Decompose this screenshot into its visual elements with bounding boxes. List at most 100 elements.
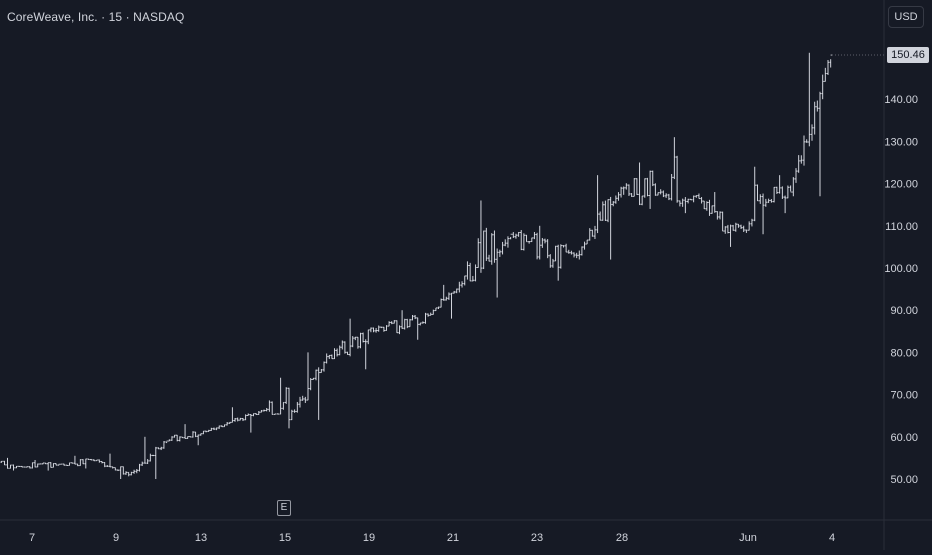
ohlc-bar bbox=[716, 211, 718, 219]
ohlc-bar bbox=[18, 466, 20, 467]
ohlc-bar bbox=[344, 341, 346, 353]
ohlc-bar bbox=[596, 175, 598, 233]
ohlc-bar bbox=[474, 264, 476, 281]
ohlc-bar bbox=[406, 319, 408, 328]
y-tick-label: 50.00 bbox=[890, 474, 918, 486]
ohlc-bar bbox=[66, 465, 68, 466]
ohlc-bar bbox=[95, 460, 97, 461]
ohlc-bar bbox=[349, 319, 351, 357]
ohlc-bar bbox=[546, 239, 548, 258]
ohlc-bar bbox=[271, 401, 273, 414]
ohlc-bar bbox=[152, 455, 154, 456]
ohlc-bar bbox=[795, 168, 797, 183]
ohlc-bar bbox=[223, 424, 225, 426]
ohlc-bar bbox=[649, 171, 651, 209]
ohlc-bar bbox=[417, 318, 419, 340]
ohlc-bar bbox=[393, 320, 395, 323]
ohlc-bar bbox=[93, 459, 95, 461]
ohlc-bar bbox=[719, 211, 721, 219]
ohlc-bar bbox=[301, 396, 303, 401]
ohlc-bar bbox=[388, 321, 390, 326]
ohlc-bar bbox=[333, 348, 335, 359]
ohlc-bar bbox=[557, 245, 559, 281]
currency-button[interactable]: USD bbox=[888, 6, 924, 28]
price-axis[interactable]: 50.0060.0070.0080.0090.00100.00110.00120… bbox=[884, 94, 918, 486]
x-tick-label: 28 bbox=[616, 532, 628, 544]
y-tick-label: 60.00 bbox=[890, 432, 918, 444]
ohlc-bar bbox=[0, 461, 2, 463]
ohlc-bar bbox=[117, 470, 119, 471]
ohlc-bar bbox=[477, 238, 479, 268]
ohlc-bar bbox=[36, 464, 38, 468]
ohlc-bar bbox=[109, 454, 111, 468]
ohlc-bar bbox=[435, 308, 437, 311]
ohlc-bar bbox=[609, 197, 611, 260]
ohlc-bar bbox=[168, 439, 170, 441]
ohlc-bar bbox=[396, 320, 398, 333]
ohlc-bar bbox=[440, 299, 442, 308]
ohlc-bar bbox=[464, 276, 466, 286]
ohlc-bar bbox=[751, 219, 753, 227]
ohlc-bar bbox=[646, 178, 648, 196]
ohlc-bar bbox=[662, 190, 664, 197]
ohlc-bar bbox=[312, 378, 314, 380]
ohlc-bar bbox=[331, 354, 333, 358]
ohlc-bar bbox=[773, 187, 775, 202]
ohlc-bar bbox=[525, 235, 527, 242]
ohlc-bar bbox=[754, 167, 756, 221]
ohlc-bar bbox=[466, 261, 468, 279]
ohlc-bar bbox=[424, 313, 426, 324]
ohlc-bar bbox=[472, 276, 474, 281]
ohlc-bar bbox=[221, 425, 223, 427]
ohlc-bar bbox=[189, 436, 191, 437]
y-tick-label: 100.00 bbox=[884, 263, 918, 275]
ohlc-bar bbox=[765, 199, 767, 207]
ohlc-bar bbox=[9, 465, 11, 469]
ohlc-bar bbox=[160, 447, 162, 450]
ohlc-bar bbox=[724, 226, 726, 234]
ohlc-bar bbox=[781, 186, 783, 199]
ohlc-bar bbox=[735, 223, 737, 232]
ohlc-bar bbox=[759, 194, 761, 204]
ohlc-bar bbox=[570, 251, 572, 255]
ohlc-bar bbox=[792, 177, 794, 196]
ohlc-series bbox=[0, 53, 832, 479]
earnings-marker[interactable]: E bbox=[277, 500, 291, 516]
ohlc-bar bbox=[293, 409, 295, 412]
ohlc-bar bbox=[684, 197, 686, 213]
x-tick-label: 21 bbox=[447, 532, 459, 544]
ohlc-bar bbox=[819, 92, 821, 197]
ohlc-bar bbox=[536, 233, 538, 260]
ohlc-bar bbox=[641, 196, 643, 205]
ohlc-bar bbox=[687, 199, 689, 204]
ohlc-bar bbox=[57, 464, 59, 465]
ohlc-bar bbox=[317, 367, 319, 420]
ohlc-bar bbox=[226, 422, 228, 426]
ohlc-bar bbox=[756, 185, 758, 201]
ohlc-bar bbox=[458, 282, 460, 293]
ohlc-bar bbox=[197, 435, 199, 446]
ohlc-bar bbox=[299, 397, 301, 408]
ohlc-bar bbox=[111, 467, 113, 469]
ohlc-bar bbox=[552, 259, 554, 268]
ohlc-bar bbox=[636, 178, 638, 195]
ohlc-bar bbox=[422, 321, 424, 323]
ohlc-bar bbox=[34, 460, 36, 467]
ohlc-bar bbox=[617, 192, 619, 201]
ohlc-bar bbox=[670, 174, 672, 201]
ohlc-bar bbox=[668, 194, 670, 200]
ohlc-bar bbox=[42, 463, 44, 464]
ohlc-bar bbox=[149, 454, 151, 462]
ohlc-bar bbox=[215, 428, 217, 431]
ohlc-bar bbox=[63, 464, 65, 466]
ohlc-bar bbox=[740, 225, 742, 229]
ohlc-bar bbox=[789, 185, 791, 192]
ohlc-bar bbox=[770, 199, 772, 203]
ohlc-bar bbox=[816, 101, 818, 112]
symbol-title: CoreWeave, Inc. · 15 · NASDAQ bbox=[7, 10, 184, 24]
ohlc-bar bbox=[824, 68, 826, 82]
ohlc-bar bbox=[762, 194, 764, 235]
